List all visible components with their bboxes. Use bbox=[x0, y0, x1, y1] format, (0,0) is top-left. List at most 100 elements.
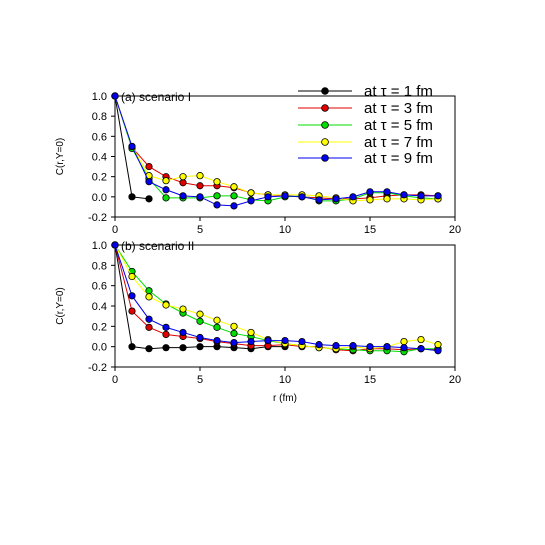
y-axis-label: C(r,Y=0) bbox=[55, 138, 66, 176]
legend-marker bbox=[321, 87, 329, 95]
data-point bbox=[400, 337, 408, 346]
data-point bbox=[162, 194, 170, 202]
panel-title: (b) scenario II bbox=[121, 239, 194, 253]
legend-label: at τ = 7 fm bbox=[364, 134, 433, 151]
y-tick-label: 0.0 bbox=[92, 192, 107, 204]
y-tick-label: 0.6 bbox=[92, 281, 107, 293]
data-point bbox=[366, 343, 374, 351]
data-point bbox=[213, 192, 221, 200]
series-line bbox=[114, 244, 285, 350]
data-point bbox=[179, 344, 187, 352]
data-point bbox=[128, 272, 136, 281]
y-axis-label: C(r,Y=0) bbox=[55, 287, 66, 325]
y-tick-label: 1.0 bbox=[92, 240, 107, 252]
data-point bbox=[162, 330, 170, 339]
series-5 bbox=[111, 92, 442, 210]
data-point bbox=[434, 192, 442, 200]
data-point bbox=[128, 142, 136, 151]
data-point bbox=[179, 328, 187, 337]
y-tick-label: 0.0 bbox=[92, 342, 107, 354]
legend-entry: at τ = 3 fm bbox=[298, 100, 433, 117]
data-point bbox=[349, 342, 357, 350]
data-point bbox=[111, 241, 119, 249]
data-point bbox=[145, 345, 153, 353]
data-point bbox=[196, 343, 204, 351]
data-point bbox=[247, 337, 255, 346]
data-point bbox=[128, 292, 136, 300]
data-point bbox=[179, 173, 187, 181]
data-point bbox=[264, 336, 272, 345]
data-point bbox=[162, 301, 170, 309]
x-tick-label: 5 bbox=[197, 374, 203, 386]
data-point bbox=[281, 336, 289, 345]
data-point bbox=[128, 193, 136, 201]
data-point bbox=[162, 344, 170, 352]
y-tick-label: 0.2 bbox=[92, 321, 107, 333]
x-tick-label: 0 bbox=[112, 374, 118, 386]
data-point bbox=[230, 192, 238, 200]
x-tick-label: 10 bbox=[279, 224, 291, 236]
panel-title: (a) scenario I bbox=[121, 90, 191, 104]
legend-entry: at τ = 1 fm bbox=[298, 83, 433, 100]
series-4 bbox=[111, 241, 442, 353]
data-point bbox=[162, 186, 170, 194]
x-tick-label: 10 bbox=[279, 374, 291, 386]
data-point bbox=[383, 195, 391, 203]
x-axis-label: r (fm) bbox=[273, 393, 297, 404]
data-point bbox=[230, 338, 238, 347]
data-point bbox=[366, 196, 374, 204]
data-point bbox=[434, 341, 442, 349]
data-point bbox=[332, 342, 340, 350]
data-point bbox=[196, 193, 204, 201]
legend-marker bbox=[321, 138, 329, 146]
data-point bbox=[230, 322, 238, 330]
data-point bbox=[196, 310, 204, 318]
data-point bbox=[315, 341, 323, 349]
data-point bbox=[145, 323, 153, 331]
data-point bbox=[145, 315, 153, 323]
y-tick-label: 1.0 bbox=[92, 91, 107, 103]
data-point bbox=[196, 317, 204, 325]
legend-entry: at τ = 9 fm bbox=[298, 150, 433, 167]
data-point bbox=[383, 343, 391, 351]
data-point bbox=[111, 92, 119, 100]
x-tick-label: 20 bbox=[449, 374, 461, 386]
data-point bbox=[213, 178, 221, 186]
legend-entry: at τ = 5 fm bbox=[298, 117, 433, 134]
data-point bbox=[417, 335, 425, 344]
data-point bbox=[162, 323, 170, 331]
y-tick-label: 0.2 bbox=[92, 172, 107, 184]
legend-marker bbox=[321, 154, 329, 162]
data-point bbox=[128, 307, 136, 315]
data-point bbox=[179, 192, 187, 200]
data-point bbox=[145, 287, 153, 295]
x-tick-label: 15 bbox=[364, 374, 376, 386]
legend-marker bbox=[321, 104, 329, 112]
data-point bbox=[162, 177, 170, 185]
legend-marker bbox=[321, 121, 329, 129]
data-point bbox=[417, 192, 425, 200]
data-point bbox=[145, 195, 153, 203]
data-point bbox=[315, 196, 323, 204]
y-tick-label: 0.8 bbox=[92, 111, 107, 123]
data-point bbox=[230, 202, 238, 210]
data-point bbox=[230, 183, 238, 191]
panel-a: 0 5 10 15 20 -0.2 0.0 0.2 0.4 0.6 0.8 1.0 C(r,Y=0) (a… bbox=[55, 90, 461, 236]
data-point bbox=[366, 188, 374, 196]
y-tick-label: 0.4 bbox=[92, 152, 107, 164]
y-tick-label: 0.6 bbox=[92, 131, 107, 143]
data-point bbox=[298, 337, 306, 346]
data-point bbox=[281, 192, 289, 200]
data-point bbox=[145, 162, 153, 171]
panel-b: 0 5 10 15 20 -0.2 0.0 0.2 0.4 0.6 0.8 1.0 C(r,Y=0) r … bbox=[55, 239, 461, 404]
data-point bbox=[213, 316, 221, 324]
data-point bbox=[196, 333, 204, 342]
data-point bbox=[264, 193, 272, 201]
data-point bbox=[247, 197, 255, 205]
series-5 bbox=[111, 241, 442, 355]
y-tick-label: -0.2 bbox=[88, 212, 107, 224]
data-point bbox=[128, 343, 136, 351]
data-point bbox=[349, 193, 357, 201]
